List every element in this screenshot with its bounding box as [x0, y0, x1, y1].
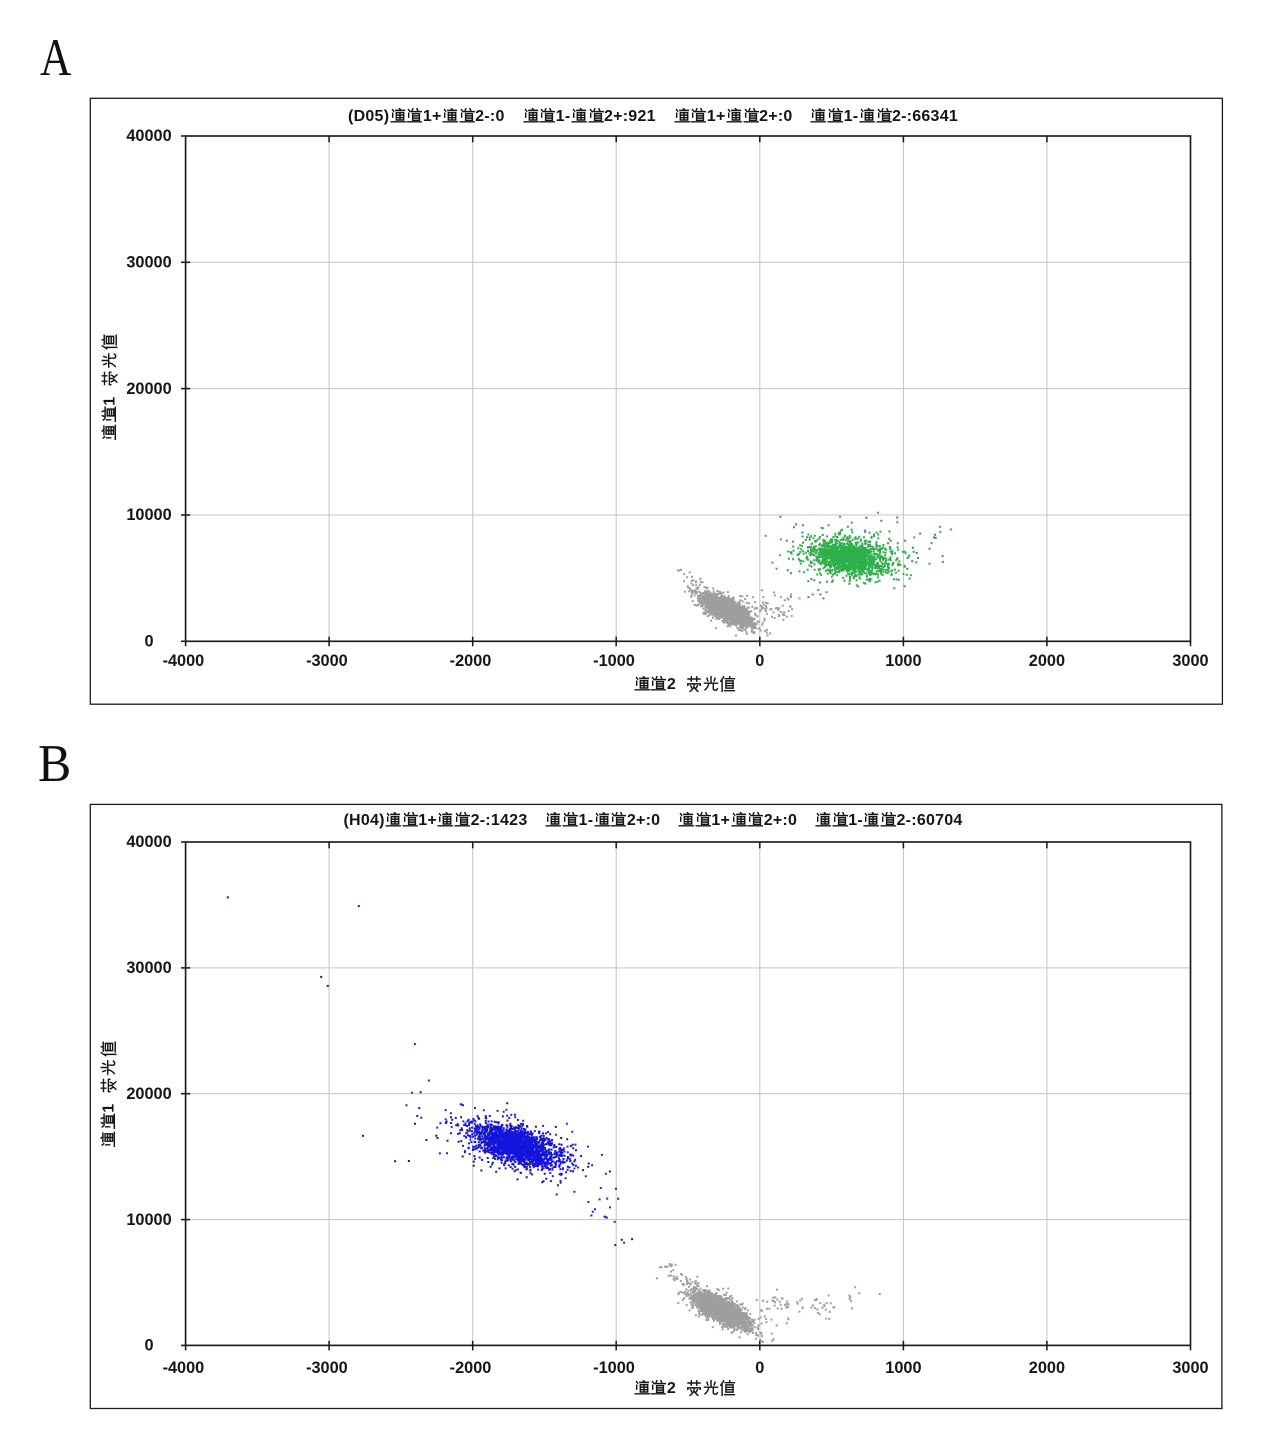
svg-text:-1000: -1000 — [593, 1359, 635, 1377]
svg-text:0: 0 — [144, 633, 153, 651]
svg-text:-2000: -2000 — [450, 652, 492, 670]
svg-text:10000: 10000 — [126, 506, 171, 524]
svg-text:40000: 40000 — [126, 127, 171, 145]
svg-text:20000: 20000 — [126, 380, 171, 398]
svg-text:-4000: -4000 — [163, 1359, 205, 1377]
svg-text:-2000: -2000 — [450, 1359, 492, 1377]
svg-text:-3000: -3000 — [306, 652, 348, 670]
svg-text:0: 0 — [755, 1359, 764, 1377]
svg-text:40000: 40000 — [126, 833, 171, 851]
svg-text:-1000: -1000 — [593, 652, 635, 670]
svg-text:0: 0 — [755, 652, 764, 670]
svg-text:30000: 30000 — [126, 254, 171, 272]
svg-text:30000: 30000 — [126, 959, 171, 977]
svg-text:2000: 2000 — [1029, 652, 1065, 670]
svg-text:20000: 20000 — [126, 1085, 171, 1103]
svg-text:2000: 2000 — [1029, 1359, 1065, 1377]
svg-text:0: 0 — [144, 1337, 153, 1355]
svg-text:10000: 10000 — [126, 1211, 171, 1229]
svg-text:-4000: -4000 — [163, 652, 205, 670]
svg-text:3000: 3000 — [1172, 1359, 1208, 1377]
svg-text:3000: 3000 — [1172, 652, 1208, 670]
svg-text:1000: 1000 — [885, 1359, 921, 1377]
svg-text:1000: 1000 — [885, 652, 921, 670]
svg-text:-3000: -3000 — [306, 1359, 348, 1377]
